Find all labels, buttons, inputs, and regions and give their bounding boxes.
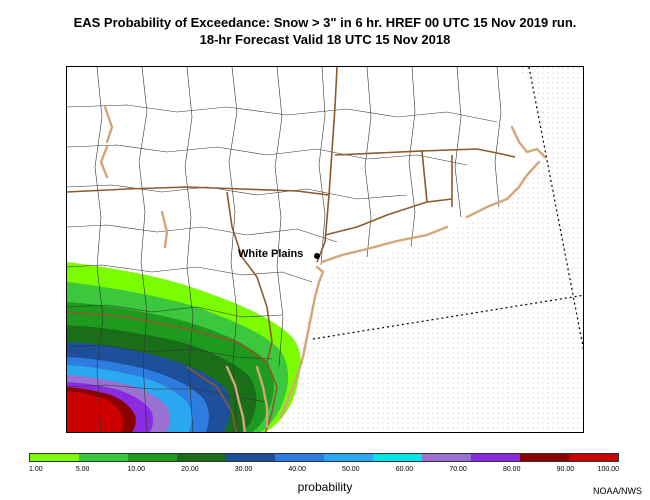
legend-tick-6: 50.00 bbox=[342, 466, 360, 473]
legend-tick-labels: 1.00 5.00 10.00 20.00 30.00 40.00 50.00 60.00 70… bbox=[29, 466, 619, 476]
title-line-1: EAS Probability of Exceedance: Snow > 3"… bbox=[73, 15, 577, 30]
legend-tick-4: 30.00 bbox=[234, 466, 253, 473]
legend-swatch-7 bbox=[373, 454, 422, 461]
legend-swatch-1 bbox=[79, 454, 128, 461]
legend-tick-7: 60.00 bbox=[395, 466, 414, 473]
legend-tick-10: 90.00 bbox=[556, 466, 575, 473]
legend-title: probability bbox=[297, 480, 353, 494]
map-panel bbox=[66, 66, 584, 433]
legend-swatch-11 bbox=[569, 454, 618, 461]
legend-swatch-6 bbox=[324, 454, 373, 461]
legend-tick-11: 100.00 bbox=[597, 466, 619, 473]
legend-tick-9: 80.00 bbox=[502, 466, 521, 473]
legend-swatch-0 bbox=[30, 454, 79, 461]
white-plains-label: White Plains bbox=[238, 248, 304, 260]
map-canvas bbox=[67, 67, 583, 432]
legend-tick-2: 10.00 bbox=[127, 466, 146, 473]
legend-tick-3: 20.00 bbox=[181, 466, 199, 473]
legend-tick-5: 40.00 bbox=[288, 466, 306, 473]
legend-swatch-4 bbox=[226, 454, 275, 461]
legend-swatch-2 bbox=[128, 454, 177, 461]
legend-colorbar bbox=[29, 453, 619, 462]
chart-title: EAS Probability of Exceedance: Snow > 3"… bbox=[0, 14, 650, 48]
legend-swatch-8 bbox=[422, 454, 471, 461]
legend-tick-0: 1.00 bbox=[29, 466, 43, 473]
prob-100-band bbox=[67, 391, 124, 432]
title-line-2: 18-hr Forecast Valid 18 UTC 15 Nov 2018 bbox=[199, 32, 451, 47]
legend-swatch-9 bbox=[471, 454, 520, 461]
legend-swatch-5 bbox=[275, 454, 324, 461]
legend-swatch-10 bbox=[520, 454, 569, 461]
legend-tick-1: 5.00 bbox=[75, 466, 90, 473]
credit-label: NOAA/NWS bbox=[592, 486, 642, 496]
legend-tick-8: 70.00 bbox=[449, 466, 467, 473]
coastlines bbox=[99, 105, 547, 432]
legend-swatch-3 bbox=[177, 454, 226, 461]
county-lines bbox=[67, 67, 502, 432]
dotted-grid-lines bbox=[312, 67, 583, 350]
white-plains-marker bbox=[314, 253, 320, 259]
